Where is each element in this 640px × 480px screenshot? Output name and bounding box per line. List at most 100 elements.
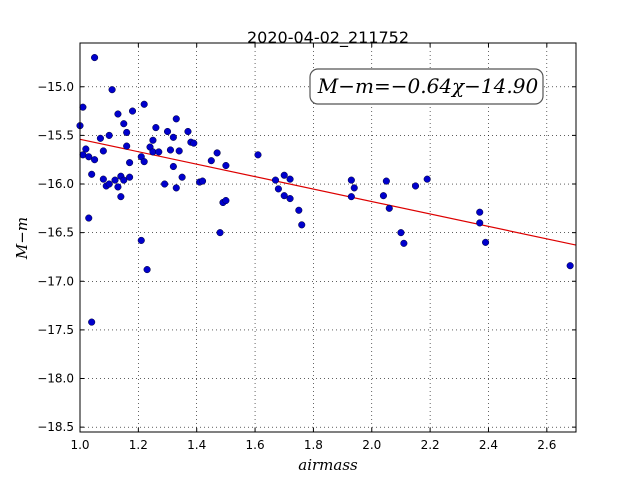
- data-point: [163, 127, 172, 136]
- y-tick-label: −15.5: [37, 128, 74, 142]
- axis-ticks: 1.0 1.2 1.4 1.6 1.8 2.0 2.2 2.4 2.6 −15.0 −15.5 −16…: [37, 43, 576, 452]
- data-point: [172, 115, 180, 123]
- data-point: [347, 176, 355, 184]
- x-tick-label: 1.0: [70, 438, 89, 452]
- data-point: [379, 192, 387, 200]
- data-point: [126, 159, 134, 167]
- data-point: [161, 180, 169, 188]
- data-point: [216, 229, 224, 237]
- data-point: [108, 86, 116, 94]
- y-tick-label: −18.5: [37, 420, 74, 434]
- data-point: [88, 318, 96, 326]
- data-point: [198, 177, 207, 185]
- data-point: [143, 266, 151, 274]
- y-tick-label: −15.0: [37, 80, 74, 94]
- data-point: [423, 175, 431, 183]
- data-point: [385, 204, 393, 212]
- y-tick-label: −17.0: [37, 274, 74, 288]
- x-tick-label: 1.8: [304, 438, 323, 452]
- data-point: [295, 206, 303, 214]
- annotation-text: M−m=−0.64χ−14.90: [317, 74, 539, 98]
- data-point: [85, 153, 93, 161]
- data-point: [114, 110, 122, 118]
- data-point: [175, 147, 183, 155]
- data-point: [120, 120, 128, 128]
- data-point: [476, 208, 484, 216]
- x-tick-label: 1.4: [187, 438, 206, 452]
- data-point: [105, 131, 113, 139]
- data-point: [400, 239, 408, 247]
- x-tick-label: 1.2: [129, 438, 148, 452]
- data-point: [222, 196, 230, 205]
- x-tick-label: 1.6: [246, 438, 265, 452]
- data-point: [155, 148, 163, 156]
- annotation-box: [309, 68, 544, 105]
- data-point: [286, 195, 294, 203]
- fit-line-group: [79, 138, 577, 246]
- data-point: [347, 193, 355, 201]
- data-point: [566, 262, 574, 270]
- data-point: [126, 173, 134, 181]
- data-point: [105, 180, 113, 188]
- data-point: [128, 107, 137, 115]
- fit-line: [79, 138, 577, 246]
- data-point: [85, 214, 93, 222]
- data-point: [91, 54, 99, 62]
- data-point: [172, 184, 180, 192]
- y-axis-label: M−m: [13, 217, 31, 260]
- data-point: [149, 136, 157, 144]
- data-points: [76, 54, 574, 326]
- data-point: [222, 161, 230, 170]
- data-point: [184, 127, 192, 136]
- data-point: [123, 128, 131, 137]
- data-point: [397, 229, 405, 237]
- data-point: [114, 183, 122, 191]
- data-point: [166, 146, 174, 154]
- data-point: [271, 176, 280, 184]
- chart-title: 2020-04-02_211752: [247, 28, 409, 48]
- data-point: [254, 151, 262, 159]
- y-tick-label: −16.5: [37, 226, 74, 240]
- data-point: [137, 236, 145, 244]
- data-point: [99, 175, 107, 183]
- data-point: [91, 156, 99, 164]
- data-point: [88, 170, 96, 178]
- data-point: [286, 175, 294, 183]
- data-point: [117, 193, 125, 201]
- data-point: [79, 103, 87, 111]
- data-point: [280, 192, 288, 200]
- equation-annotation: M−m=−0.64χ−14.90: [309, 68, 544, 105]
- data-point: [99, 147, 107, 155]
- data-point: [140, 158, 148, 166]
- data-point: [298, 221, 306, 229]
- plot-frame: [79, 42, 577, 433]
- data-point: [169, 133, 177, 141]
- data-point: [482, 238, 490, 246]
- x-tick-label: 2.2: [421, 438, 440, 452]
- x-tick-label: 2.6: [537, 438, 556, 452]
- data-point: [476, 219, 484, 227]
- data-point: [169, 162, 177, 171]
- y-tick-label: −17.5: [37, 323, 74, 337]
- data-point: [411, 182, 420, 190]
- data-point: [350, 184, 358, 192]
- data-point: [213, 149, 221, 157]
- data-point: [82, 145, 90, 153]
- data-point: [152, 124, 160, 132]
- y-tick-label: −16.0: [37, 177, 74, 191]
- x-tick-label: 2.0: [362, 438, 381, 452]
- data-point: [280, 171, 288, 179]
- data-point: [190, 139, 198, 147]
- x-tick-label: 2.4: [479, 438, 498, 452]
- data-point: [120, 176, 128, 184]
- x-axis-label: airmass: [298, 456, 358, 474]
- data-point: [96, 134, 104, 142]
- y-tick-label: −18.0: [37, 372, 74, 386]
- data-point: [274, 185, 282, 193]
- data-point: [382, 177, 390, 185]
- data-point: [178, 173, 186, 181]
- data-point: [207, 157, 215, 165]
- data-point: [140, 100, 148, 108]
- data-point: [123, 142, 131, 150]
